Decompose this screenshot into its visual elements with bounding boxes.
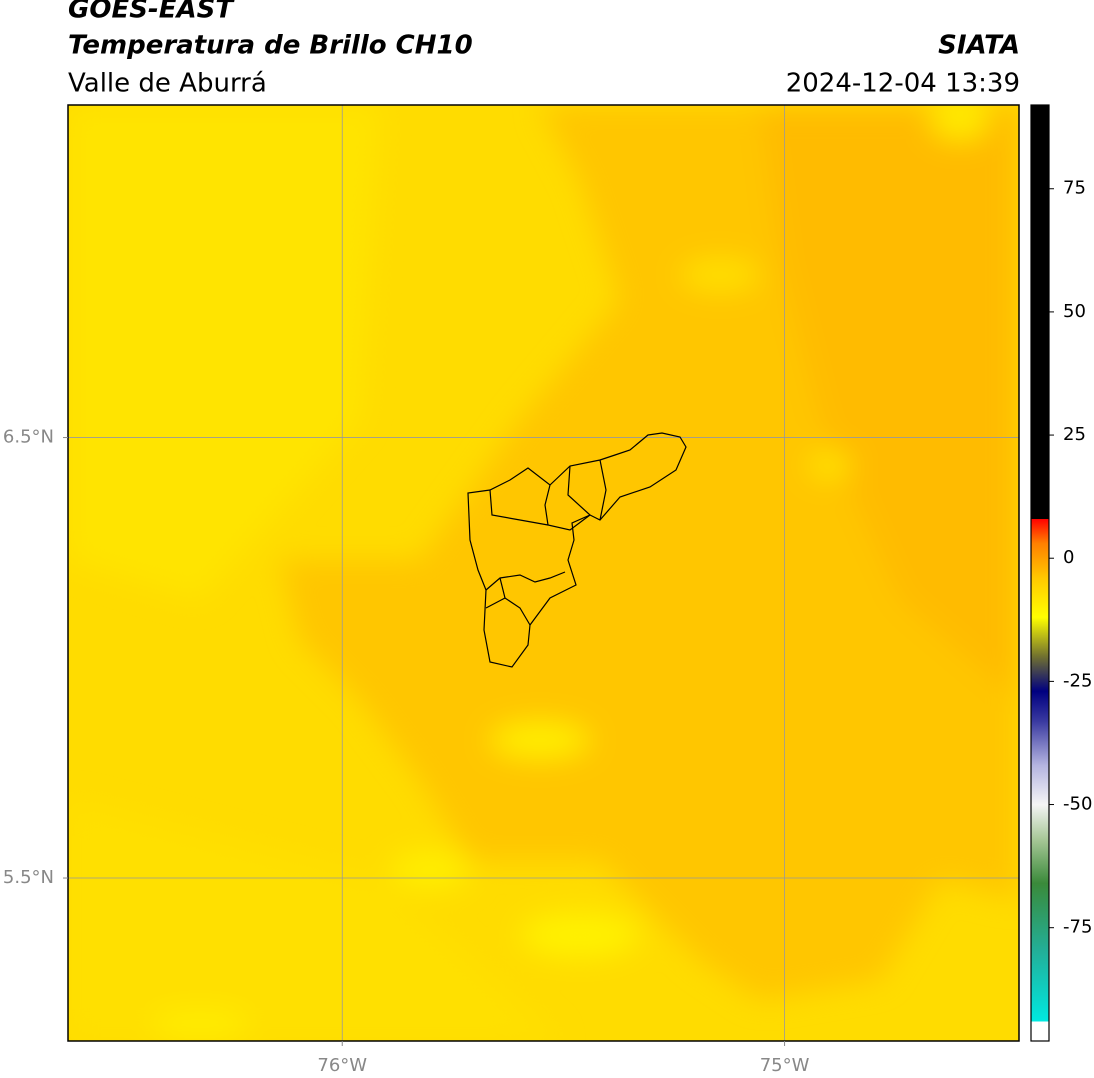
y-tick-label: 6.5°N	[3, 427, 54, 448]
product: Temperatura de Brillo CH10	[68, 31, 473, 61]
colorbar: -75 -50 -25 0 25 50 75	[1030, 104, 1092, 1042]
colorbar-tick-label: 25	[1063, 424, 1086, 445]
satellite: GOES-EAST	[68, 0, 235, 25]
x-tick-label: 76°W	[317, 1055, 367, 1076]
colorbar-tick-label: -25	[1063, 670, 1092, 691]
region: Valle de Aburrá	[68, 69, 267, 99]
colorbar-tick-label: -75	[1063, 917, 1092, 938]
colorbar-tick-label: -50	[1063, 794, 1092, 815]
municipal-boundaries	[467, 432, 687, 668]
colorbar-tick-label: 0	[1063, 547, 1074, 568]
colorbar-fill	[1030, 104, 1050, 1042]
map-field	[68, 105, 1019, 1041]
grid	[68, 105, 1019, 1041]
colorbar-tick-label: 75	[1063, 178, 1086, 199]
y-tick-label: 5.5°N	[3, 867, 54, 888]
datetime: 2024-12-04 13:39	[786, 69, 1020, 99]
x-tick-label: 75°W	[760, 1055, 810, 1076]
source: SIATA	[938, 31, 1020, 61]
map-frame	[67, 104, 1020, 1042]
colorbar-tick-label: 50	[1063, 301, 1086, 322]
